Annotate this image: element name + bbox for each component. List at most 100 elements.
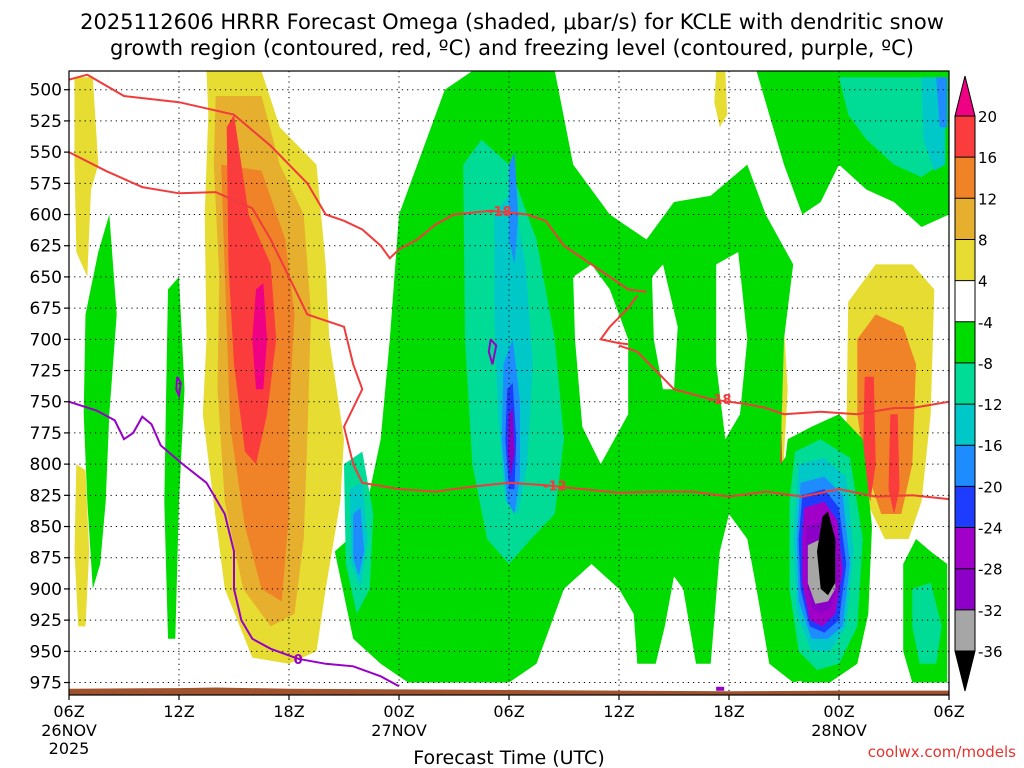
y-tick-label-900: 900 <box>30 580 62 600</box>
freezing-contour-0 <box>69 400 400 688</box>
y-tick-label-925: 925 <box>30 611 62 631</box>
x-axis-label: Forecast Time (UTC) <box>413 747 604 768</box>
omega-region-right-red-2 <box>888 414 900 514</box>
colorbar-label: -12 <box>978 396 1003 414</box>
colorbar-swatch <box>955 198 975 240</box>
colorbar-swatch <box>955 609 975 652</box>
omega-region-white-hole-3 <box>716 252 748 440</box>
colorbar-label: -24 <box>978 520 1003 538</box>
y-tick-label-975: 975 <box>30 674 62 694</box>
freezing-contour-2 <box>487 338 498 365</box>
omega-region-teal-right-bottom <box>912 582 942 664</box>
colorbar-swatch <box>955 527 975 570</box>
x-tick-label-42: 00Z <box>823 702 854 721</box>
colorbar-top-triangle <box>954 75 976 117</box>
y-tick-label-875: 875 <box>30 549 62 569</box>
x-tick-label-0: 06Z <box>53 702 84 721</box>
terrain <box>69 687 949 695</box>
chart-title-line1: 2025112606 HRRR Forecast Omega (shaded, … <box>80 10 944 34</box>
y-tick-label-950: 950 <box>30 642 62 662</box>
dgz-contour-2 <box>69 151 949 501</box>
chart-title-line2: growth region (contoured, red, ºC) and f… <box>110 36 914 60</box>
freezing-contours: 0 <box>69 338 725 691</box>
dgz-contour-label: -18 <box>708 393 732 408</box>
omega-region-left-yellow-blob <box>74 464 90 627</box>
y-tick-label-825: 825 <box>30 486 62 506</box>
colorbar-label: 12 <box>978 190 997 208</box>
x-year-label: 2025 <box>49 739 90 758</box>
y-tick-label-625: 625 <box>30 237 62 257</box>
omega-region-purple-center <box>508 408 515 477</box>
omega-region-upper-left-yellow <box>74 77 99 277</box>
colorbar-label: 16 <box>978 149 997 167</box>
dgz-contour-label: -12 <box>543 479 567 494</box>
y-tick-label-775: 775 <box>30 424 62 444</box>
colorbar-label: -28 <box>978 561 1003 579</box>
x-date-label: 28NOV <box>811 721 867 740</box>
freezing-contour-1 <box>175 376 182 400</box>
colorbar-label: -4 <box>978 314 993 332</box>
colorbar-label: -36 <box>978 643 1003 661</box>
dgz-contour-0 <box>69 73 647 293</box>
x-date-label: 27NOV <box>371 721 427 740</box>
y-tick-label-600: 600 <box>30 206 62 226</box>
x-tick-label-48: 06Z <box>933 702 964 721</box>
y-tick-label-575: 575 <box>30 174 62 194</box>
omega-region-main-positive-magenta <box>252 283 267 390</box>
x-tick-label-30: 12Z <box>603 702 634 721</box>
dgz-contour-3 <box>598 295 639 346</box>
grid-lines <box>69 71 949 695</box>
y-tick-label-750: 750 <box>30 393 62 413</box>
x-tick-label-24: 06Z <box>493 702 524 721</box>
freezing-contour-label: 0 <box>294 653 303 668</box>
x-tick-label-12: 18Z <box>273 702 304 721</box>
colorbar-swatch <box>955 404 975 446</box>
y-axis: 500 525 550 575 600 625 650 675 700 725 750 775 800 8… <box>30 81 69 694</box>
omega-region-blue-left <box>353 507 365 577</box>
dgz-contour-1 <box>618 344 949 416</box>
y-tick-label-725: 725 <box>30 362 62 382</box>
colorbar-bottom-triangle <box>954 650 976 692</box>
y-tick-label-700: 700 <box>30 330 62 350</box>
omega-region-white-hole-1 <box>573 264 629 465</box>
colorbar-swatch <box>955 568 975 611</box>
colorbar-swatch <box>955 157 975 199</box>
freezing-surface-mark <box>716 686 725 691</box>
colorbar-swatch <box>955 116 975 158</box>
y-tick-label-675: 675 <box>30 299 62 319</box>
dgz-contour-label: -18 <box>488 205 512 220</box>
colorbar-label: -8 <box>978 355 993 373</box>
y-tick-label-550: 550 <box>30 143 62 163</box>
colorbar-label: 20 <box>978 108 997 126</box>
colorbar-swatch <box>955 362 975 405</box>
colorbar-swatch <box>955 486 975 529</box>
credit-text: coolwx.com/models <box>868 743 1016 761</box>
colorbar: 20 16 12 8 4 -4 -8 -12 -16 -20 -24 -28 -32 -36 <box>954 75 1003 692</box>
colorbar-label: -32 <box>978 602 1003 620</box>
chart-title: 2025112606 HRRR Forecast Omega (shaded, … <box>80 10 944 60</box>
x-tick-label-36: 18Z <box>713 702 744 721</box>
colorbar-swatch <box>955 280 975 323</box>
x-date-label: 26NOV <box>41 721 97 740</box>
omega-region-blue-top <box>509 152 519 265</box>
colorbar-swatch <box>955 445 975 487</box>
omega-region-black-cyclone <box>817 511 836 596</box>
omega-region-top-yellow-18z <box>714 71 728 128</box>
colorbar-swatch <box>955 321 975 364</box>
y-tick-label-525: 525 <box>30 112 62 132</box>
y-tick-label-850: 850 <box>30 518 62 538</box>
colorbar-label: -16 <box>978 437 1003 455</box>
colorbar-swatch <box>955 239 975 282</box>
colorbar-label: 4 <box>978 273 988 291</box>
omega-region-teal-right-top <box>839 77 940 178</box>
terrain-fill <box>69 687 949 695</box>
omega-shading <box>74 71 949 683</box>
y-tick-label-800: 800 <box>30 455 62 475</box>
x-tick-label-18: 00Z <box>383 702 414 721</box>
colorbar-label: 8 <box>978 231 988 249</box>
omega-region-white-hole-2 <box>652 264 678 390</box>
y-tick-label-650: 650 <box>30 268 62 288</box>
x-tick-label-6: 12Z <box>163 702 194 721</box>
